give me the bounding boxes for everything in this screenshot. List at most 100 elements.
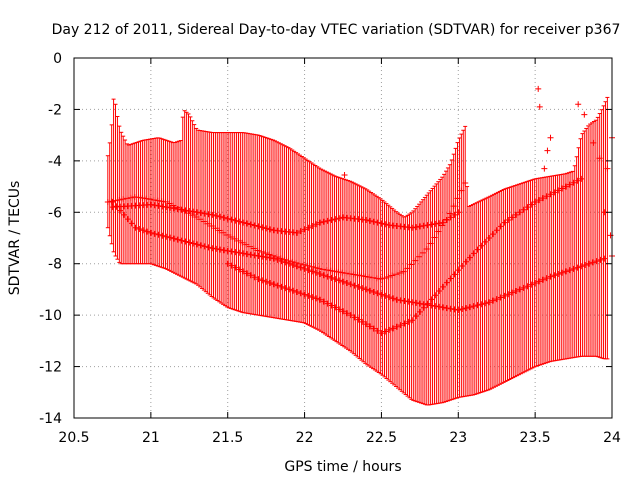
data-point (255, 253, 262, 259)
data-point (251, 252, 258, 259)
data-point (493, 296, 500, 303)
data-point (289, 258, 296, 265)
data-point (424, 300, 431, 307)
data-point (163, 204, 170, 211)
data-point (347, 281, 354, 288)
data-point (474, 302, 481, 309)
data-point (335, 268, 342, 275)
data-point (320, 298, 327, 305)
data-point (547, 191, 554, 198)
data-point (313, 295, 320, 302)
data-point (278, 283, 285, 290)
outlier-point (604, 165, 611, 172)
data-point (273, 254, 280, 261)
data-point (124, 195, 131, 202)
chart-title: Day 212 of 2011, Sidereal Day-to-day VTE… (52, 22, 621, 38)
data-point (220, 229, 227, 236)
y-tick-label: -8 (48, 257, 62, 273)
data-point (251, 274, 258, 281)
data-point (182, 238, 189, 245)
data-point (555, 271, 562, 277)
data-point (424, 222, 431, 229)
data-point (208, 222, 215, 229)
data-point (159, 203, 166, 210)
data-point (236, 266, 243, 273)
data-point (405, 298, 412, 305)
outlier-point (607, 232, 614, 239)
data-point (158, 198, 165, 205)
data-point (535, 197, 542, 204)
data-point (378, 291, 385, 298)
data-point (316, 219, 323, 226)
data-point (451, 306, 458, 313)
data-point (232, 217, 239, 224)
data-point (117, 207, 124, 214)
data-point (512, 211, 519, 218)
data-point (239, 239, 246, 246)
data-point (316, 271, 323, 277)
data-point (389, 272, 396, 279)
data-point (336, 306, 343, 313)
data-point (446, 210, 453, 217)
data-point (428, 302, 435, 309)
data-point (336, 277, 343, 284)
data-point (355, 316, 362, 323)
data-point (120, 211, 127, 218)
data-point (204, 220, 211, 227)
data-point (263, 225, 270, 232)
data-point (405, 318, 412, 325)
data-point (474, 246, 481, 253)
data-point (389, 295, 396, 302)
y-axis-label: SDTVAR / TECUs (7, 181, 23, 296)
outlier-point (575, 101, 582, 108)
data-point (389, 325, 396, 332)
data-point (370, 218, 377, 225)
data-point (370, 325, 377, 332)
data-point (232, 249, 239, 256)
data-point (350, 271, 357, 278)
data-point (209, 211, 216, 218)
data-point (397, 297, 404, 304)
data-point (224, 247, 231, 254)
series-layer (104, 85, 615, 337)
data-point (286, 286, 293, 293)
data-point (462, 179, 469, 186)
data-point (428, 296, 435, 303)
data-point (478, 301, 485, 308)
data-point (255, 276, 262, 283)
data-point (170, 205, 177, 212)
data-point (212, 225, 219, 232)
data-point (327, 267, 334, 274)
data-point (262, 250, 269, 257)
data-point (408, 261, 415, 268)
data-point (140, 227, 147, 234)
data-point (170, 235, 177, 242)
data-point (189, 212, 196, 219)
data-point (436, 220, 443, 227)
data-point (266, 226, 273, 233)
data-point (332, 276, 339, 283)
data-point (574, 264, 581, 271)
data-point (240, 219, 247, 226)
data-point (339, 269, 346, 276)
data-point (459, 306, 466, 313)
data-point (366, 287, 373, 294)
data-point (501, 292, 508, 299)
data-point (224, 215, 231, 222)
data-point (247, 221, 254, 228)
data-point (343, 310, 350, 317)
data-point (366, 323, 373, 330)
data-point (336, 215, 343, 222)
error-bar-layer (105, 96, 610, 406)
data-point (486, 235, 493, 241)
data-point (136, 226, 143, 232)
data-point (277, 255, 284, 262)
data-point (420, 222, 427, 229)
data-point (589, 259, 596, 266)
y-tick-label: -10 (39, 308, 62, 324)
data-point (439, 283, 446, 290)
data-point (382, 292, 389, 299)
data-point (447, 214, 454, 221)
data-point (224, 260, 231, 267)
